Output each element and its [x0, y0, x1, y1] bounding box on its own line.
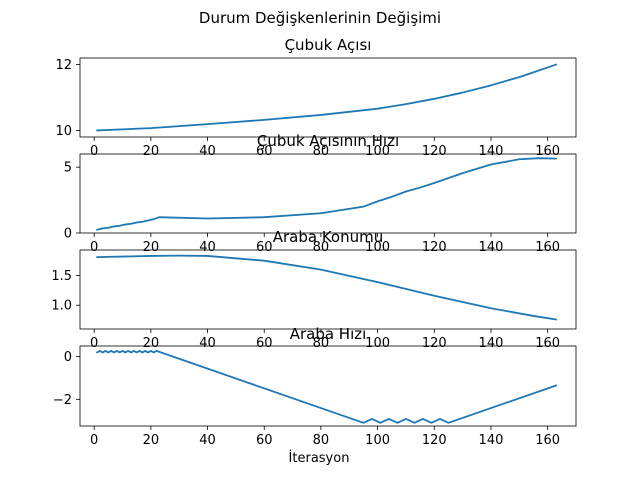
x-tick-label: 100 [365, 240, 390, 255]
x-tick-label: 20 [143, 144, 160, 159]
panel-title-cubuk-acisi: Çubuk Açısı [285, 36, 372, 54]
x-tick-label: 80 [313, 336, 330, 351]
x-tick-label: 140 [479, 433, 504, 448]
x-tick-label: 40 [199, 144, 216, 159]
y-tick-label: 1.0 [51, 299, 72, 314]
y-tick-label: 5 [64, 161, 72, 176]
x-tick-label: 140 [479, 240, 504, 255]
x-tick-label: 60 [256, 240, 273, 255]
y-tick-label: 0 [64, 227, 72, 242]
y-tick-label: 12 [55, 58, 72, 73]
panel-araba-konumu: Araba Konumu 0 20 40 60 80 100 120 140 160 1.0 1.… [51, 228, 577, 351]
y-tick-label: 0 [64, 350, 72, 365]
x-tick-label: 160 [535, 336, 560, 351]
x-tick-label: 40 [199, 336, 216, 351]
x-tick-label: 120 [422, 240, 447, 255]
x-tick-label: 80 [313, 240, 330, 255]
x-tick-label: 40 [199, 433, 216, 448]
panel-title-araba-hizi: Araba Hızı [290, 325, 367, 343]
axes-frame-cubuk-acisi [79, 57, 577, 138]
y-tick-label: 10 [55, 124, 72, 139]
series-line-araba-hizi [96, 350, 558, 424]
x-tick-label: 100 [365, 336, 390, 351]
x-tick-label: 0 [90, 433, 98, 448]
figure-title: Durum Değişkenlerinin Değişimi [199, 9, 441, 27]
x-tick-label: 20 [143, 336, 160, 351]
panel-title-araba-konumu: Araba Konumu [273, 228, 384, 246]
x-tick-label: 120 [422, 336, 447, 351]
x-tick-label: 120 [422, 144, 447, 159]
x-tick-label: 0 [90, 144, 98, 159]
axes-frame-araba-hizi [79, 345, 577, 427]
x-tick-label: 60 [256, 336, 273, 351]
panel-title-cubuk-acisinin-hizi: Çubuk Açısının Hızı [257, 132, 399, 150]
x-tick-label: 20 [143, 240, 160, 255]
x-tick-label: 160 [535, 433, 560, 448]
panel-araba-hizi: Araba Hızı 0 20 40 60 80 100 120 140 160 0 −2 [53, 325, 577, 448]
x-tick-label: 100 [365, 433, 390, 448]
y-tick-label: 1.5 [51, 269, 72, 284]
x-tick-label: 160 [535, 240, 560, 255]
axes-frame-cubuk-acisinin-hizi [79, 153, 577, 234]
x-tick-label: 0 [90, 336, 98, 351]
x-tick-label: 160 [535, 144, 560, 159]
y-tick-label: −2 [53, 393, 72, 408]
panel-cubuk-acisi: Çubuk Açısı 0 20 40 60 80 100 120 140 160 10 12 [55, 36, 577, 159]
x-tick-label: 0 [90, 240, 98, 255]
x-tick-label: 40 [199, 240, 216, 255]
x-tick-label: 60 [256, 144, 273, 159]
x-tick-label: 100 [365, 144, 390, 159]
series-line-cubuk-acisinin-hizi [96, 157, 558, 231]
x-tick-label: 80 [313, 144, 330, 159]
x-tick-label: 120 [422, 433, 447, 448]
x-tick-label: 60 [256, 433, 273, 448]
x-tick-label: 20 [143, 433, 160, 448]
panel-cubuk-acisinin-hizi: Çubuk Açısının Hızı 0 20 40 60 80 100 120 140 16… [64, 132, 577, 255]
x-tick-label: 140 [479, 336, 504, 351]
x-tick-label: 80 [313, 433, 330, 448]
axes-frame-araba-konumu [79, 249, 577, 330]
x-axis-label: İterasyon [289, 450, 350, 466]
series-line-cubuk-acisi [96, 63, 558, 132]
series-line-araba-konumu [96, 254, 558, 321]
x-tick-label: 140 [479, 144, 504, 159]
